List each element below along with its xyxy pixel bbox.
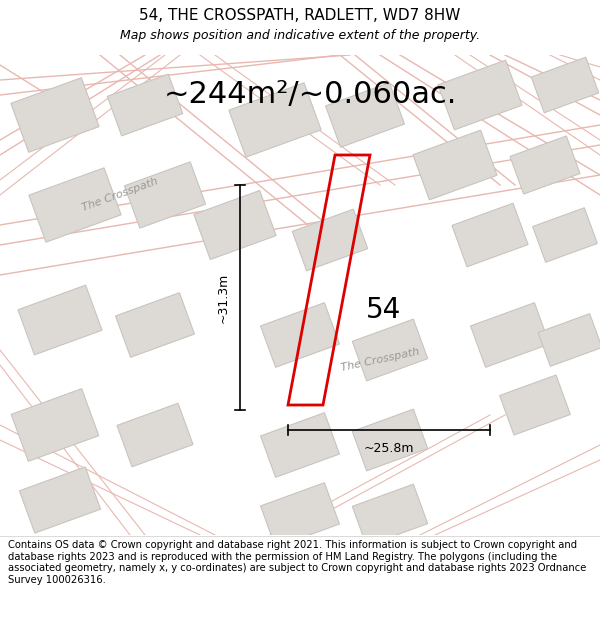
Polygon shape <box>124 162 206 228</box>
Polygon shape <box>260 482 340 548</box>
Polygon shape <box>107 74 183 136</box>
Polygon shape <box>452 203 528 267</box>
Text: Contains OS data © Crown copyright and database right 2021. This information is : Contains OS data © Crown copyright and d… <box>8 540 586 585</box>
Polygon shape <box>326 82 404 148</box>
Polygon shape <box>11 78 99 152</box>
Polygon shape <box>533 208 598 262</box>
Polygon shape <box>538 314 600 366</box>
Polygon shape <box>413 130 497 200</box>
Polygon shape <box>260 302 340 368</box>
Polygon shape <box>29 168 121 242</box>
Text: ~25.8m: ~25.8m <box>364 442 414 455</box>
Polygon shape <box>500 375 571 435</box>
Polygon shape <box>19 467 101 533</box>
Text: 54, THE CROSSPATH, RADLETT, WD7 8HW: 54, THE CROSSPATH, RADLETT, WD7 8HW <box>139 8 461 22</box>
Text: The Crosspath: The Crosspath <box>80 177 160 213</box>
Polygon shape <box>292 209 368 271</box>
Text: 54: 54 <box>367 296 401 324</box>
Text: ~244m²/~0.060ac.: ~244m²/~0.060ac. <box>163 80 457 109</box>
Polygon shape <box>18 285 102 355</box>
Polygon shape <box>260 412 340 478</box>
Polygon shape <box>11 389 99 461</box>
Polygon shape <box>438 60 522 130</box>
Polygon shape <box>531 58 599 112</box>
Polygon shape <box>510 136 580 194</box>
Polygon shape <box>117 403 193 467</box>
Text: ~31.3m: ~31.3m <box>217 272 230 322</box>
Text: Map shows position and indicative extent of the property.: Map shows position and indicative extent… <box>120 29 480 41</box>
Polygon shape <box>116 292 194 357</box>
Polygon shape <box>352 484 428 546</box>
Polygon shape <box>194 191 276 259</box>
Text: The Crosspath: The Crosspath <box>340 347 420 373</box>
Polygon shape <box>470 302 550 368</box>
Polygon shape <box>229 83 321 157</box>
Polygon shape <box>352 409 428 471</box>
Polygon shape <box>352 319 428 381</box>
